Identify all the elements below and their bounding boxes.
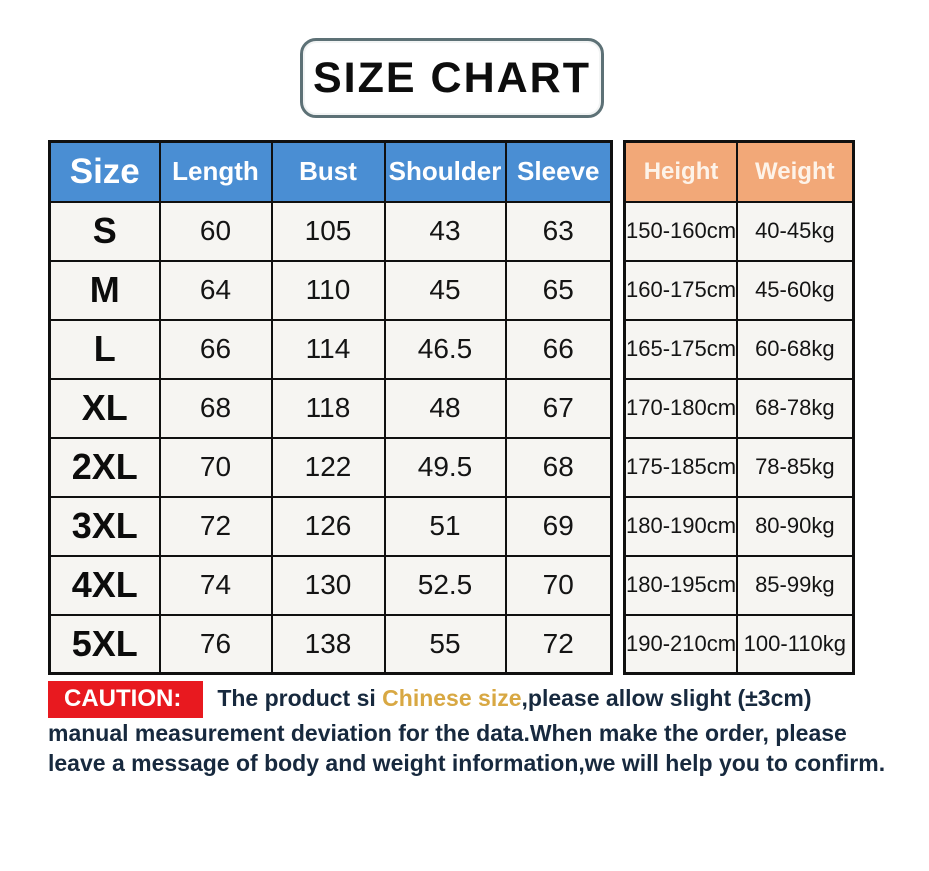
page-title: SIZE CHART (313, 53, 591, 102)
measurement-cell: 130 (270, 554, 386, 616)
header-row-main: Size Length Bust Shoulder Sleeve (48, 140, 613, 203)
caution-text-after: ,please allow slight (±3cm) manual measu… (48, 685, 886, 776)
size-table-main: Size Length Bust Shoulder Sleeve S 60 105 4… (48, 140, 613, 675)
size-row-XL: XL 68 118 48 67 (48, 377, 613, 439)
info-row-S: 150-160cm 40-45kg (623, 200, 855, 262)
measurement-cell: 66 (504, 318, 613, 380)
size-row-S: S 60 105 43 63 (48, 200, 613, 262)
info-row-2XL: 175-185cm 78-85kg (623, 436, 855, 498)
size-row-L: L 66 114 46.5 66 (48, 318, 613, 380)
measurement-cell: 66 (158, 318, 273, 380)
size-label: 4XL (48, 554, 161, 616)
size-label: 2XL (48, 436, 161, 498)
measurement-cell: 68 (158, 377, 273, 439)
header-row-info: Height Weight (623, 140, 855, 203)
weight-cell: 40-45kg (736, 200, 855, 262)
size-table-container: Size Length Bust Shoulder Sleeve S 60 105 4… (48, 140, 855, 675)
measurement-cell: 60 (158, 200, 273, 262)
col-header-bust: Bust (270, 140, 386, 203)
col-header-weight: Weight (736, 140, 855, 203)
measurement-cell: 69 (504, 495, 613, 557)
measurement-cell: 49.5 (383, 436, 507, 498)
size-row-2XL: 2XL 70 122 49.5 68 (48, 436, 613, 498)
size-label: 5XL (48, 613, 161, 675)
info-row-5XL: 190-210cm 100-110kg (623, 613, 855, 675)
info-row-4XL: 180-195cm 85-99kg (623, 554, 855, 616)
weight-cell: 68-78kg (736, 377, 855, 439)
size-label: XL (48, 377, 161, 439)
info-row-M: 160-175cm 45-60kg (623, 259, 855, 321)
measurement-cell: 70 (504, 554, 613, 616)
measurement-cell: 68 (504, 436, 613, 498)
measurement-cell: 46.5 (383, 318, 507, 380)
weight-cell: 85-99kg (736, 554, 855, 616)
weight-cell: 78-85kg (736, 436, 855, 498)
size-label: 3XL (48, 495, 161, 557)
measurement-cell: 51 (383, 495, 507, 557)
measurement-cell: 114 (270, 318, 386, 380)
info-row-XL: 170-180cm 68-78kg (623, 377, 855, 439)
col-header-shoulder: Shoulder (383, 140, 507, 203)
size-label: M (48, 259, 161, 321)
weight-cell: 60-68kg (736, 318, 855, 380)
size-label: L (48, 318, 161, 380)
height-cell: 175-185cm (623, 436, 739, 498)
height-cell: 180-190cm (623, 495, 739, 557)
measurement-cell: 122 (270, 436, 386, 498)
measurement-cell: 110 (270, 259, 386, 321)
col-header-height: Height (623, 140, 739, 203)
size-row-M: M 64 110 45 65 (48, 259, 613, 321)
size-row-4XL: 4XL 74 130 52.5 70 (48, 554, 613, 616)
height-cell: 165-175cm (623, 318, 739, 380)
caution-note: CAUTION: The product si Chinese size,plea… (48, 681, 896, 778)
measurement-cell: 138 (270, 613, 386, 675)
measurement-cell: 52.5 (383, 554, 507, 616)
size-row-5XL: 5XL 76 138 55 72 (48, 613, 613, 675)
measurement-cell: 126 (270, 495, 386, 557)
weight-cell: 100-110kg (736, 613, 855, 675)
info-row-L: 165-175cm 60-68kg (623, 318, 855, 380)
info-row-3XL: 180-190cm 80-90kg (623, 495, 855, 557)
title-box: SIZE CHART (300, 38, 604, 118)
weight-cell: 45-60kg (736, 259, 855, 321)
size-row-3XL: 3XL 72 126 51 69 (48, 495, 613, 557)
col-header-sleeve: Sleeve (504, 140, 613, 203)
size-label: S (48, 200, 161, 262)
col-header-length: Length (158, 140, 273, 203)
caution-highlight: Chinese size (382, 685, 522, 711)
measurement-cell: 43 (383, 200, 507, 262)
measurement-cell: 74 (158, 554, 273, 616)
measurement-cell: 70 (158, 436, 273, 498)
height-cell: 170-180cm (623, 377, 739, 439)
measurement-cell: 67 (504, 377, 613, 439)
measurement-cell: 65 (504, 259, 613, 321)
height-cell: 180-195cm (623, 554, 739, 616)
main-body: S 60 105 43 63 M 64 110 45 65 L 66 114 46.5 66 XL 68 118 4… (48, 200, 613, 675)
col-header-size: Size (48, 140, 161, 203)
measurement-cell: 76 (158, 613, 273, 675)
measurement-cell: 45 (383, 259, 507, 321)
info-body: 150-160cm 40-45kg 160-175cm 45-60kg 165-175c… (623, 200, 855, 675)
measurement-cell: 72 (158, 495, 273, 557)
caution-badge: CAUTION: (48, 681, 204, 718)
weight-cell: 80-90kg (736, 495, 855, 557)
measurement-cell: 105 (270, 200, 386, 262)
measurement-cell: 118 (270, 377, 386, 439)
height-cell: 150-160cm (623, 200, 739, 262)
caution-text-before: The product si (217, 685, 383, 711)
height-cell: 160-175cm (623, 259, 739, 321)
measurement-cell: 64 (158, 259, 273, 321)
height-cell: 190-210cm (623, 613, 739, 675)
measurement-cell: 48 (383, 377, 507, 439)
measurement-cell: 55 (383, 613, 507, 675)
measurement-cell: 72 (504, 613, 613, 675)
size-table-info: Height Weight 150-160cm 40-45kg 160-175cm 4… (623, 140, 855, 675)
measurement-cell: 63 (504, 200, 613, 262)
